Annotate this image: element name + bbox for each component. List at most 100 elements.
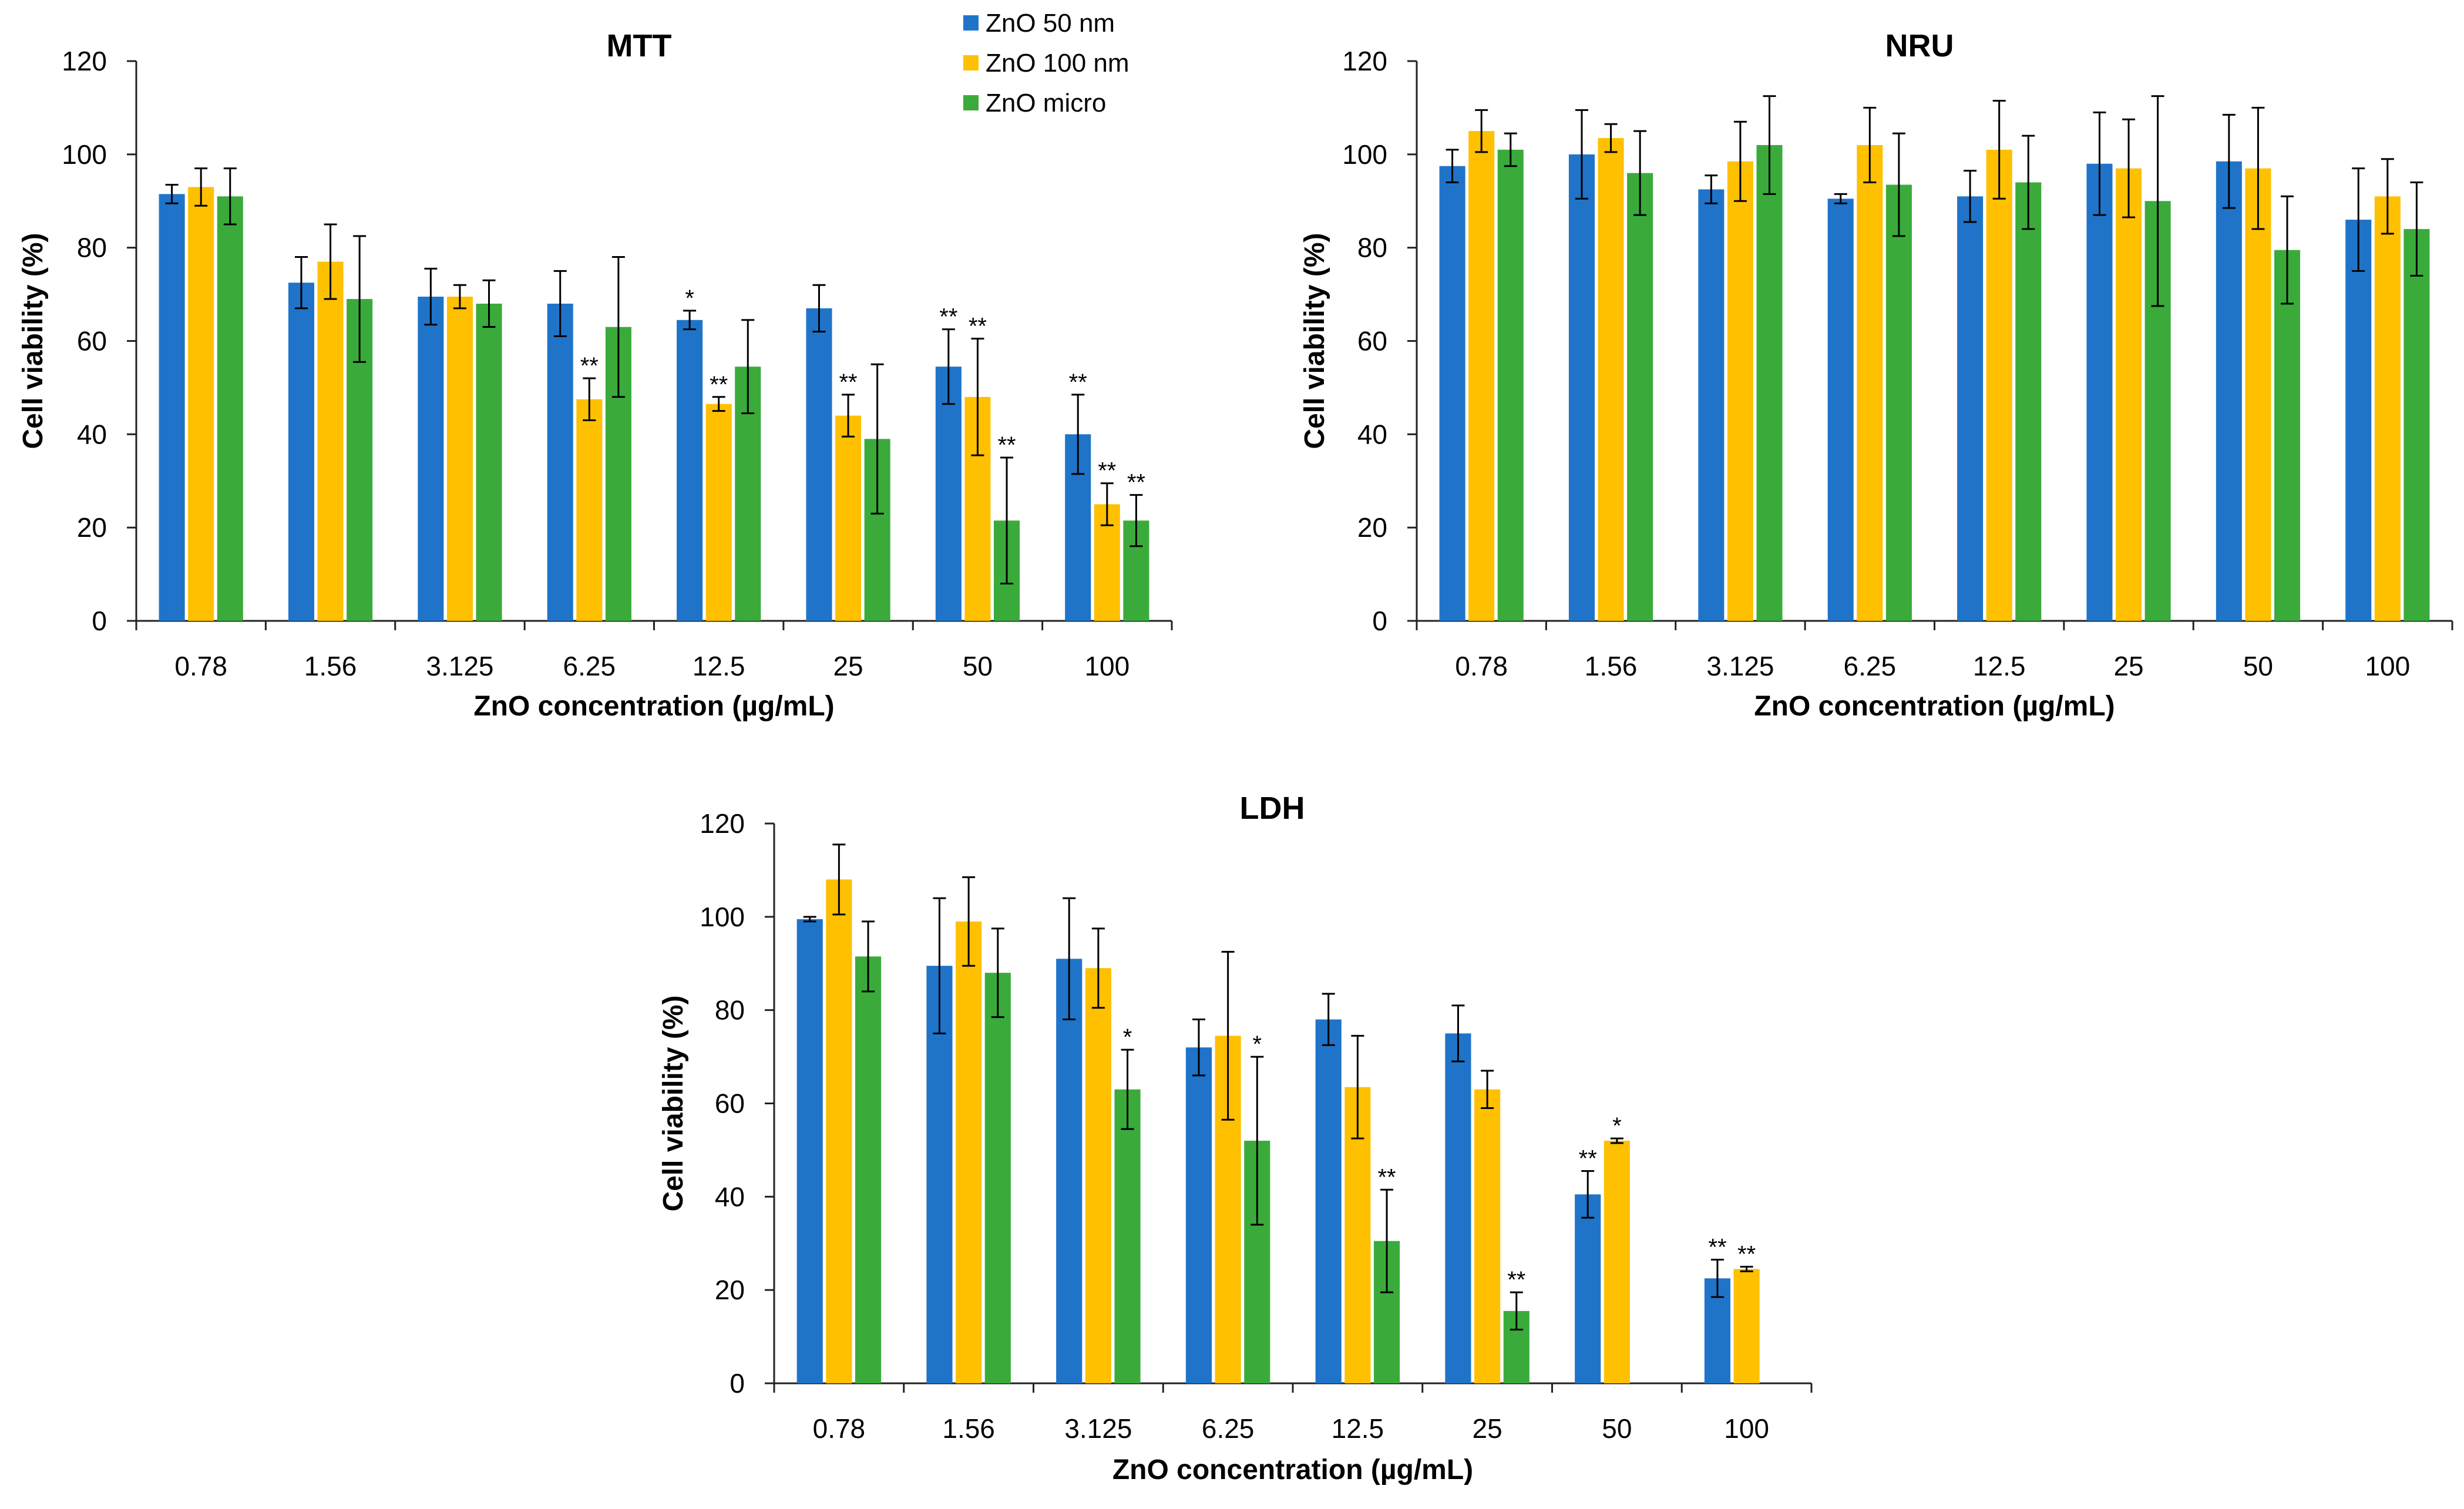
significance-marker: ** [580,353,599,379]
bar [1474,1089,1501,1383]
bar [418,297,444,621]
y-tick-label: 100 [62,139,107,170]
y-tick-label: 0 [92,606,107,636]
chart-ldh: LDH 0 20 40 60 80 100 120 0.78 1.56 3.125 * 6.25 * 12.… [658,791,1813,1486]
bar [1575,1194,1601,1383]
x-tick-label: 0.78 [813,1413,866,1444]
significance-marker: ** [710,372,728,398]
legend: ZnO 50 nm ZnO 100 nm ZnO micro [963,9,1130,117]
bar [1627,173,1653,621]
y-axis-label: Cell viability (%) [18,233,49,449]
y-tick-label: 0 [1372,606,1387,636]
significance-marker: * [685,285,694,311]
y-tick-label: 20 [77,512,107,543]
bar [2116,168,2142,621]
bar [1085,968,1111,1383]
x-axis-label: ZnO concentration (µg/mL) [473,691,834,722]
bar [217,196,243,621]
bar [2015,182,2042,621]
significance-marker: ** [1098,458,1116,484]
x-tick-label: 100 [1724,1413,1769,1444]
bar [1185,1047,1212,1383]
bar [835,415,862,621]
x-tick-label: 3.125 [1706,651,1774,681]
legend-label-2: ZnO micro [986,89,1106,117]
significance-marker: ** [1579,1146,1597,1172]
bar [1727,161,1753,621]
bar [926,966,953,1383]
significance-marker: * [1612,1113,1622,1139]
bar [935,367,962,621]
y-tick-label: 0 [730,1368,745,1399]
y-tick-label: 60 [1357,326,1387,357]
y-tick-label: 20 [1357,512,1387,543]
significance-marker: ** [1377,1164,1396,1190]
x-axis-label: ZnO concentration (µg/mL) [1754,691,2115,722]
x-tick-label: 6.25 [563,651,616,681]
x-tick-label: 1.56 [304,651,357,681]
x-tick-label: 0.78 [174,651,227,681]
y-tick-label: 80 [77,233,107,263]
legend-swatch-2 [963,95,979,110]
significance-marker: * [1253,1031,1262,1057]
significance-marker: ** [939,304,957,330]
bar [188,187,214,621]
bar [1445,1033,1471,1383]
y-tick-label: 40 [77,419,107,449]
significance-marker: ** [1737,1241,1756,1267]
y-tick-label: 40 [715,1181,745,1212]
x-axis-label: ZnO concentration (µg/mL) [1112,1454,1473,1486]
significance-marker: ** [1127,470,1145,496]
x-tick-label: 50 [963,651,993,681]
chart-nru: NRU 0 20 40 60 80 100 120 0.78 1.56 3.125 6.25 12.5 2… [1299,28,2453,722]
bar [159,194,185,621]
y-axis-label: Cell viability (%) [1299,233,1330,449]
bar [476,303,502,621]
bar [1439,166,1465,621]
x-tick-label: 100 [1084,651,1130,681]
bar [826,879,852,1383]
bar [288,283,315,621]
y-tick-label: 120 [62,46,107,76]
bar [2216,161,2242,621]
chart-title: LDH [1240,791,1305,826]
bar [1315,1019,1342,1383]
y-tick-label: 80 [1357,233,1387,263]
bar [1756,144,1783,621]
bar [855,956,882,1383]
significance-marker: ** [1708,1235,1726,1261]
y-tick-label: 20 [715,1275,745,1305]
y-tick-label: 80 [715,995,745,1026]
bar [1114,1089,1141,1383]
x-tick-label: 50 [2243,651,2273,681]
x-tick-label: 25 [833,651,863,681]
legend-swatch-0 [963,15,979,31]
x-tick-label: 25 [2113,651,2143,681]
significance-marker: * [1123,1024,1132,1050]
y-tick-label: 40 [1357,419,1387,449]
bar [1733,1269,1760,1383]
bar [705,404,732,621]
x-tick-label: 6.25 [1202,1413,1255,1444]
bar [1857,144,1883,621]
y-axis-label: Cell viability (%) [658,995,689,1211]
bar [956,921,982,1383]
legend-label-1: ZnO 100 nm [986,49,1130,78]
bar [1698,189,1725,621]
bar [2374,196,2401,621]
x-tick-label: 100 [2365,651,2410,681]
bar [2245,168,2271,621]
bar [677,320,703,621]
bar [446,297,473,621]
bar [2086,163,2113,621]
bar [1986,149,2012,621]
bar [796,919,823,1383]
y-tick-label: 60 [77,326,107,357]
bar [1885,184,1912,621]
significance-marker: ** [969,314,987,340]
bar [984,973,1011,1383]
y-tick-label: 120 [700,808,745,839]
bar [2404,228,2430,621]
x-tick-label: 12.5 [693,651,745,681]
x-tick-label: 25 [1473,1413,1502,1444]
